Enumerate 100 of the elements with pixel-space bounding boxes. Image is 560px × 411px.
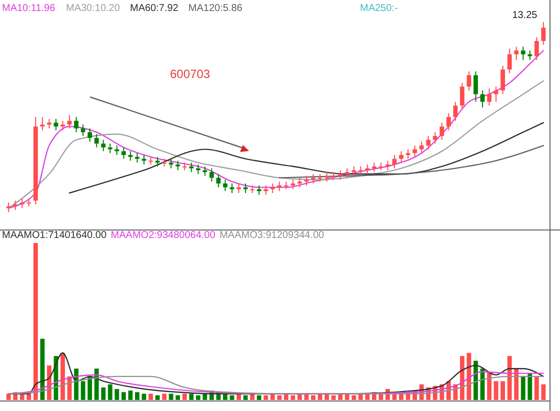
bar [88, 376, 92, 400]
candlestick [500, 65, 506, 95]
candlestick [88, 128, 92, 142]
bar [176, 395, 180, 400]
bar [290, 395, 296, 400]
candlestick [209, 168, 214, 182]
candlestick [155, 156, 160, 167]
candlestick [412, 145, 417, 158]
bar [541, 384, 546, 400]
candlestick [101, 139, 106, 152]
candlestick [386, 160, 390, 171]
bar [128, 390, 133, 400]
candlestick [40, 116, 45, 131]
bar [142, 394, 146, 400]
bar [94, 368, 99, 400]
text: 13.25 [512, 10, 538, 21]
candlestick [168, 158, 174, 169]
bar [121, 392, 126, 400]
candlestick [534, 36, 539, 60]
bar [40, 338, 45, 400]
candlestick [20, 198, 24, 209]
candlestick [514, 46, 519, 60]
text: MA60:7.92 [130, 3, 179, 14]
candlestick [372, 162, 376, 173]
bar [189, 394, 194, 400]
bar [80, 381, 86, 400]
candlestick [128, 150, 133, 162]
text: MA30:10.20 [66, 3, 120, 14]
candlestick [108, 143, 112, 154]
candlestick [304, 175, 309, 186]
candlestick [60, 120, 65, 131]
candlestick [419, 141, 424, 154]
bar [202, 394, 208, 400]
candlestick [256, 184, 262, 196]
text: MAAMO1:71401640.00 [2, 230, 107, 241]
bar [108, 384, 112, 400]
bar [60, 352, 65, 400]
bar [101, 387, 106, 400]
candlestick [344, 168, 350, 178]
candlestick [520, 46, 526, 60]
candlestick [54, 118, 58, 131]
bar [494, 381, 498, 400]
candlestick [466, 70, 472, 91]
text: MAAMO2:93480064.00 [110, 230, 216, 241]
candlestick [474, 70, 478, 102]
candlestick [507, 48, 512, 74]
candlestick [74, 116, 78, 133]
text: MA10:11.96 [2, 3, 56, 14]
bar [135, 392, 140, 400]
candlestick [264, 184, 268, 196]
bar [507, 356, 512, 400]
candlestick [176, 160, 180, 171]
candlestick [352, 166, 356, 176]
bar [6, 394, 11, 400]
text: MA120:5.86 [188, 3, 243, 14]
candlestick [399, 150, 404, 164]
candlestick [94, 134, 99, 148]
candlestick [26, 198, 32, 207]
bar [352, 395, 356, 400]
candlestick [13, 200, 18, 211]
candlestick [460, 82, 464, 110]
bar [500, 381, 506, 400]
bar [196, 395, 200, 400]
candlestick [440, 122, 444, 140]
text: MAAMO3:91209344.00 [220, 230, 325, 241]
candlestick [426, 136, 431, 150]
candlestick [480, 90, 485, 108]
candlestick [324, 172, 329, 182]
candlestick [135, 152, 140, 164]
bar [520, 376, 526, 400]
candlestick [290, 179, 296, 190]
candlestick [446, 112, 451, 131]
bar [256, 395, 262, 400]
annotation: 600703 [170, 67, 210, 81]
candlestick [121, 146, 126, 160]
bar [148, 394, 153, 400]
bar [74, 368, 78, 400]
candlestick [487, 88, 492, 106]
candlestick [223, 179, 228, 192]
bar [33, 243, 38, 400]
bar [311, 395, 316, 400]
candlestick [406, 148, 410, 160]
bar [114, 389, 120, 400]
bar [528, 373, 532, 400]
candlestick [297, 177, 302, 188]
candlestick [277, 181, 282, 192]
bar [487, 372, 492, 400]
text: MA250:- [360, 3, 398, 14]
bar [264, 395, 268, 400]
candlestick [202, 166, 208, 176]
bar [534, 376, 539, 400]
candlestick [46, 118, 52, 129]
candlestick [338, 170, 343, 180]
candlestick [189, 162, 194, 173]
candlestick [541, 22, 546, 46]
bar [277, 395, 282, 400]
candlestick [453, 101, 458, 122]
candlestick [432, 132, 438, 144]
bar [182, 394, 187, 400]
bar [162, 394, 166, 400]
